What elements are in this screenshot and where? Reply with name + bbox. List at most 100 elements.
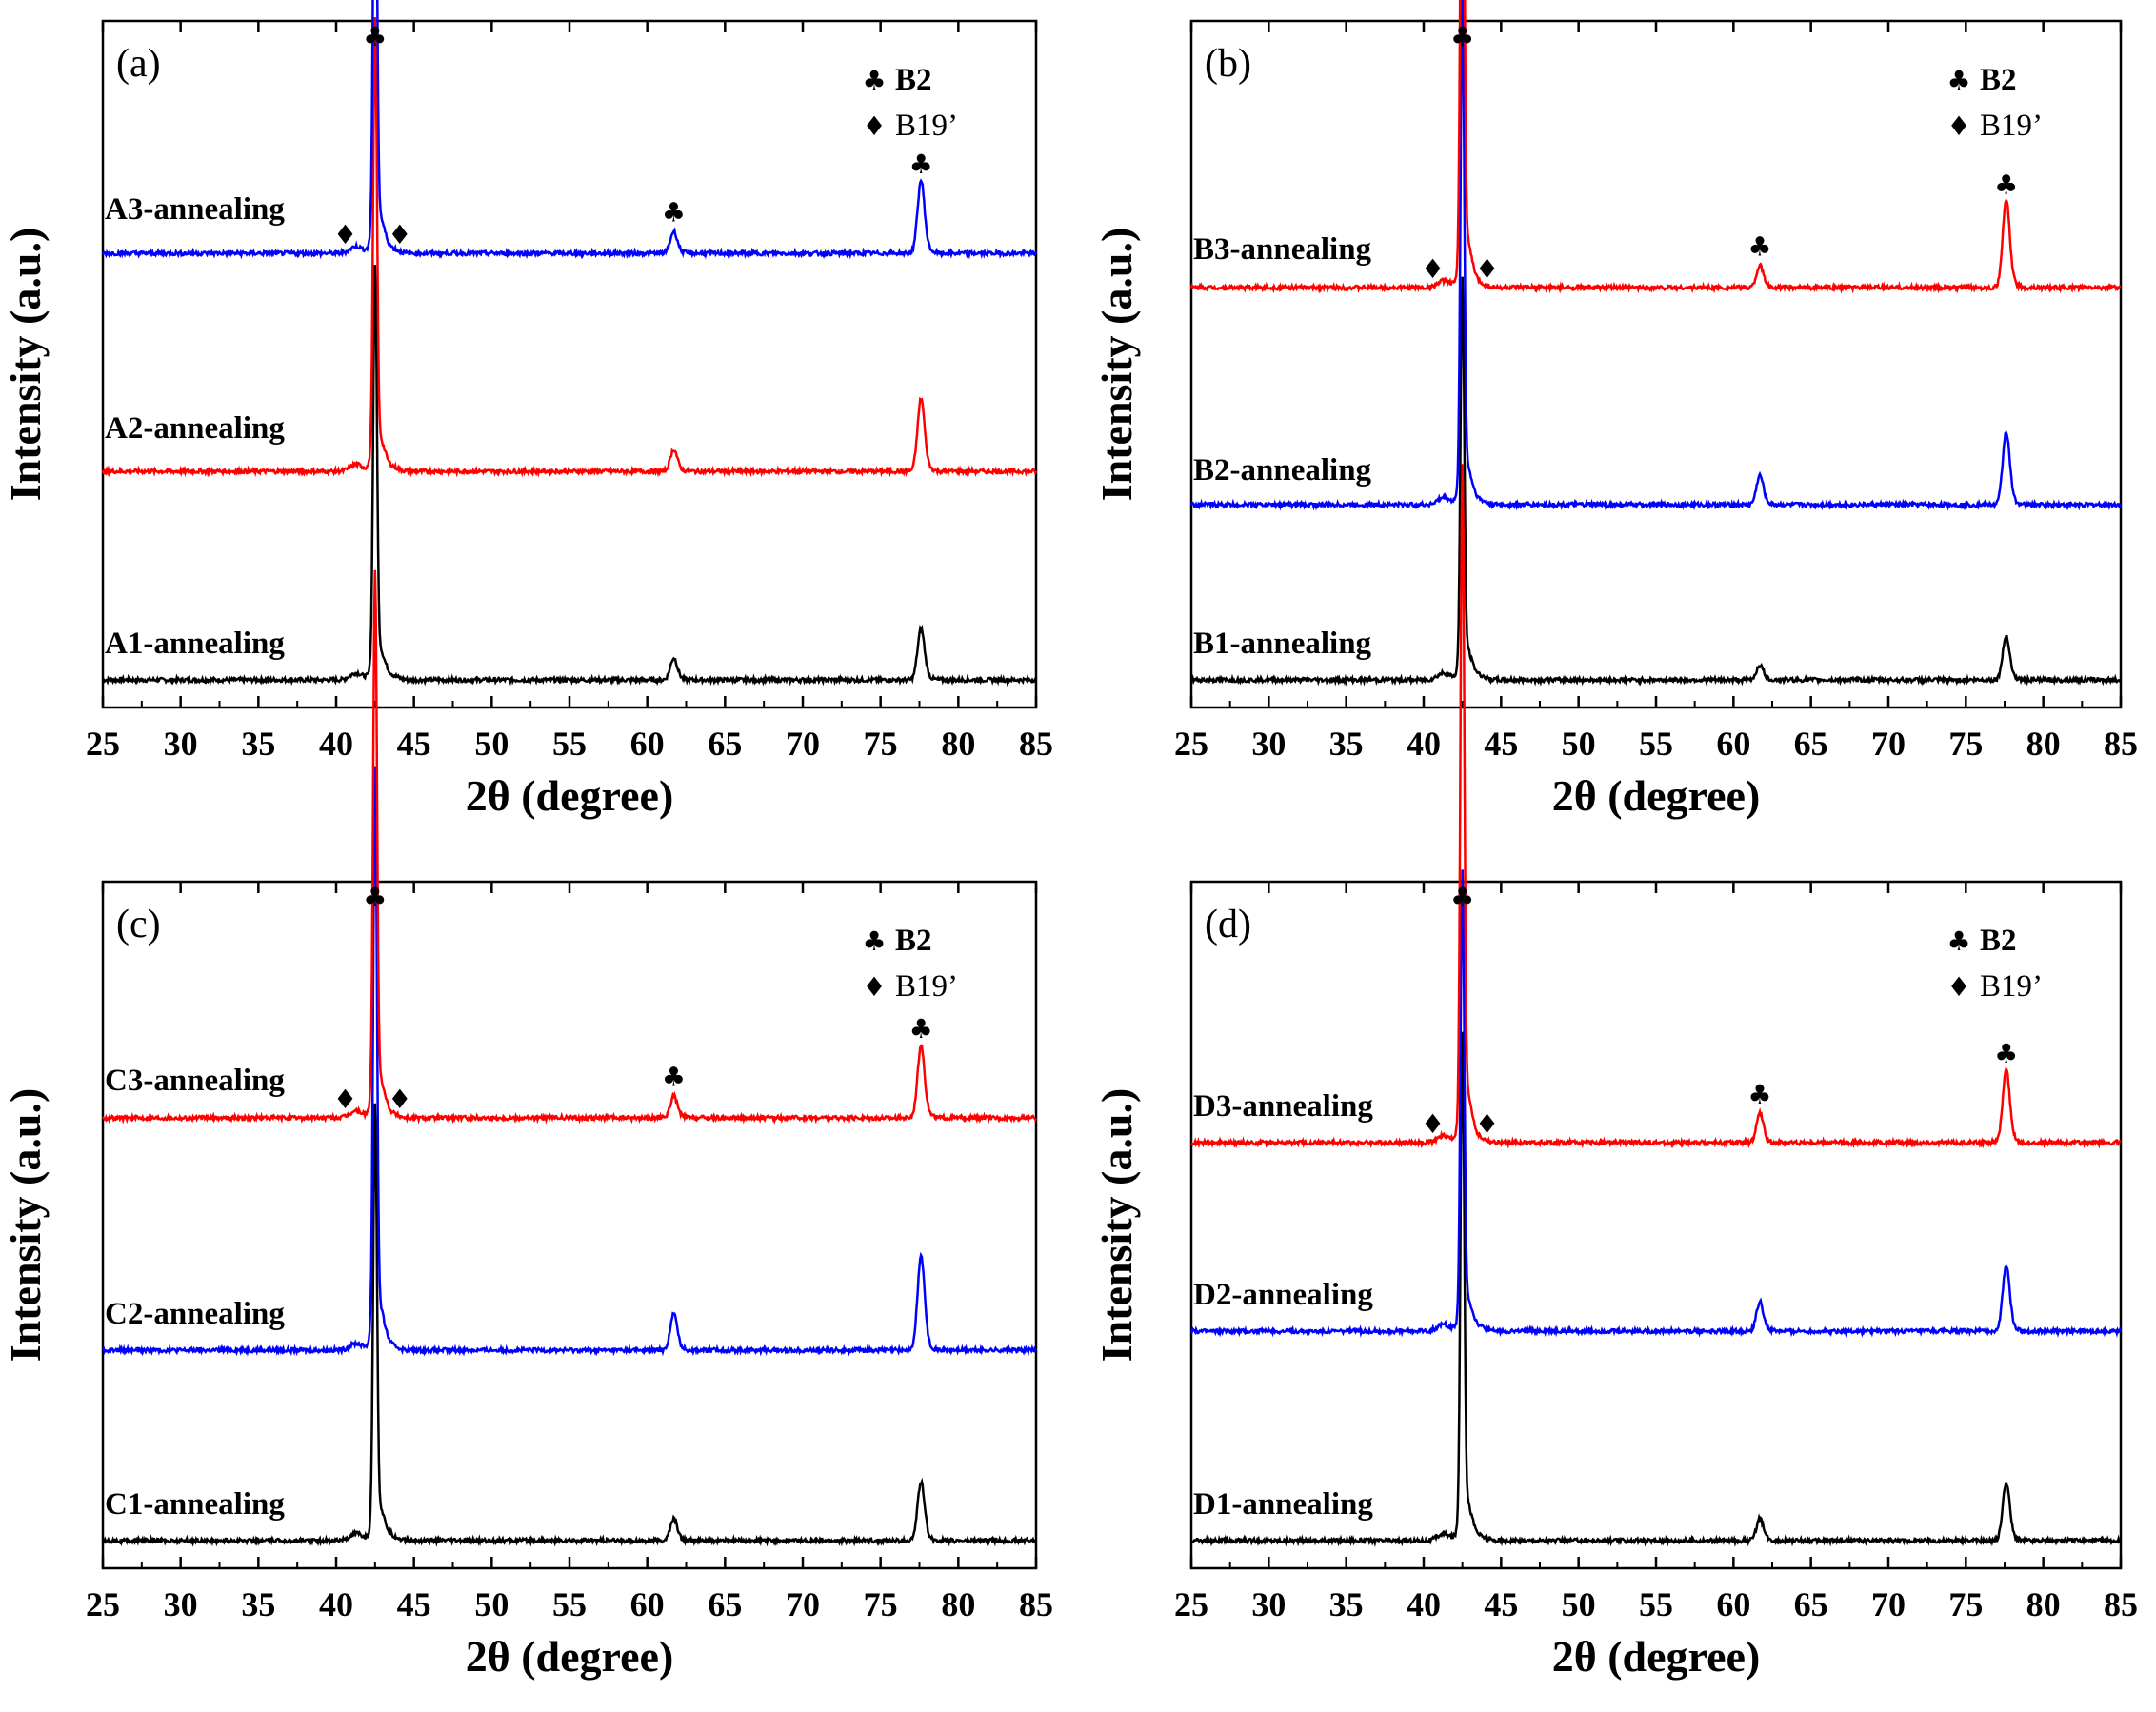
series-line-c2-annealing — [101, 766, 1038, 1357]
series-label-b2-annealing: B2-annealing — [1193, 453, 1372, 488]
x-tick-label: 65 — [708, 725, 742, 763]
series-label-c3-annealing: C3-annealing — [105, 1064, 285, 1098]
chart-panel-d: 25 30 35 40 45 50 55 60 65 70 75 80 85 2θ (degree) Int… — [1092, 464, 2138, 1681]
legend-b2-symbol: ♣ — [1946, 926, 1970, 957]
series-line-a1-annealing — [102, 265, 1037, 687]
b19-peak-marker: ♦ — [1475, 253, 1499, 285]
b19-peak-marker: ♦ — [1475, 1108, 1499, 1140]
x-tick-label: 70 — [786, 1585, 820, 1623]
x-tick-label: 35 — [1329, 725, 1364, 763]
series-label-a3-annealing: A3-annealing — [105, 192, 285, 227]
legend-b2-label: B2 — [1980, 924, 2017, 958]
x-axis-label: 2θ (degree) — [466, 1632, 674, 1681]
b19-peak-marker: ♦ — [388, 1084, 411, 1115]
x-tick-label: 85 — [2104, 725, 2138, 763]
y-axis-label: Intensity (a.u.) — [1, 228, 50, 502]
b2-peak-marker: ♣ — [1994, 169, 2018, 200]
b19-peak-marker: ♦ — [333, 219, 357, 250]
series-label-d1-annealing: D1-annealing — [1193, 1487, 1373, 1522]
x-tick-label: 25 — [86, 725, 120, 763]
b2-peak-marker: ♣ — [363, 21, 387, 52]
b2-peak-marker: ♣ — [1450, 21, 1474, 52]
y-axis-label: Intensity (a.u.) — [1, 1088, 50, 1363]
x-tick-label: 30 — [164, 725, 198, 763]
x-tick-label: 85 — [2104, 1585, 2138, 1623]
x-tick-label: 30 — [164, 1585, 198, 1623]
b2-peak-marker: ♣ — [1747, 230, 1771, 262]
x-tick-label: 55 — [552, 1585, 587, 1623]
x-tick-label: 25 — [1174, 725, 1208, 763]
b19-peak-marker: ♦ — [333, 1084, 357, 1115]
series-line-a3-annealing — [101, 0, 1038, 260]
series-label-c1-annealing: C1-annealing — [105, 1487, 285, 1522]
x-axis-label: 2θ (degree) — [1552, 1632, 1761, 1681]
x-tick-label: 50 — [1562, 1585, 1596, 1623]
series-line-b1-annealing — [1190, 276, 2123, 687]
x-tick-label: 50 — [1562, 725, 1596, 763]
legend-b2-symbol: ♣ — [862, 926, 886, 957]
b2-peak-marker: ♣ — [909, 1013, 933, 1045]
panel-label: (d) — [1205, 903, 1251, 946]
series-label-d3-annealing: D3-annealing — [1193, 1089, 1373, 1124]
x-tick-label: 25 — [86, 1585, 120, 1623]
x-tick-label: 65 — [708, 1585, 742, 1623]
x-tick-label: 40 — [1407, 725, 1441, 763]
x-tick-label: 60 — [630, 725, 665, 763]
x-tick-label: 70 — [786, 725, 820, 763]
x-tick-label: 45 — [397, 725, 431, 763]
legend-b19-symbol: ♦ — [1946, 971, 1970, 1003]
panel-label: (c) — [116, 903, 161, 946]
x-tick-label: 30 — [1251, 725, 1286, 763]
x-tick-label: 75 — [864, 1585, 898, 1623]
x-tick-label: 75 — [1948, 725, 1983, 763]
x-tick-label: 80 — [2026, 725, 2061, 763]
x-tick-label: 80 — [941, 725, 975, 763]
x-tick-label: 40 — [319, 1585, 353, 1623]
chart-panel-c: 25 30 35 40 45 50 55 60 65 70 75 80 85 2θ (degree) Int… — [1, 569, 1053, 1681]
series-line-c1-annealing — [101, 1103, 1038, 1547]
x-tick-label: 75 — [1948, 1585, 1983, 1623]
x-tick-label: 30 — [1251, 1585, 1286, 1623]
x-tick-label: 35 — [241, 1585, 275, 1623]
legend-b19-label: B19’ — [895, 969, 958, 1004]
x-tick-label: 70 — [1871, 1585, 1906, 1623]
x-tick-label: 85 — [1019, 1585, 1053, 1623]
series-label-b3-annealing: B3-annealing — [1193, 232, 1372, 267]
series-line-d2-annealing — [1189, 869, 2123, 1338]
x-tick-label: 40 — [1407, 1585, 1441, 1623]
x-tick-label: 45 — [1484, 1585, 1518, 1623]
x-tick-label: 80 — [2026, 1585, 2061, 1623]
legend-b19-label: B19’ — [1980, 969, 2043, 1004]
x-tick-label: 55 — [552, 725, 587, 763]
series-label-c2-annealing: C2-annealing — [105, 1297, 285, 1331]
b2-peak-marker: ♣ — [1994, 1038, 2018, 1069]
b2-peak-marker: ♣ — [1747, 1079, 1771, 1110]
x-tick-label: 70 — [1871, 725, 1906, 763]
series-line-d1-annealing — [1189, 1031, 2123, 1548]
x-tick-label: 65 — [1794, 725, 1828, 763]
x-tick-label: 50 — [474, 1585, 509, 1623]
x-tick-label: 45 — [397, 1585, 431, 1623]
x-tick-label: 65 — [1794, 1585, 1828, 1623]
x-tick-label: 55 — [1639, 725, 1673, 763]
chart-panel-b: 25 30 35 40 45 50 55 60 65 70 75 80 85 2θ (degree) Int… — [1092, 0, 2138, 820]
legend-b19-label: B19’ — [895, 109, 958, 143]
series-label-b1-annealing: B1-annealing — [1193, 627, 1372, 661]
chart-panel-a: 25 30 35 40 45 50 55 60 65 70 75 80 85 2θ (degree) Int… — [1, 0, 1053, 820]
x-axis-label: 2θ (degree) — [1552, 771, 1761, 820]
legend-b2-label: B2 — [895, 924, 932, 958]
series-line-d3-annealing — [1190, 464, 2122, 1149]
x-tick-label: 40 — [319, 725, 353, 763]
series-label-a2-annealing: A2-annealing — [105, 411, 285, 446]
series-line-b3-annealing — [1189, 0, 2122, 294]
x-tick-label: 60 — [630, 1585, 665, 1623]
legend-b2-symbol: ♣ — [862, 65, 886, 96]
legend-b19-symbol: ♦ — [1946, 110, 1970, 142]
x-tick-label: 85 — [1019, 725, 1053, 763]
legend-b19-symbol: ♦ — [862, 110, 886, 142]
x-tick-label: 25 — [1174, 1585, 1208, 1623]
y-axis-label: Intensity (a.u.) — [1092, 228, 1141, 502]
b2-peak-marker: ♣ — [363, 882, 387, 913]
x-tick-label: 55 — [1639, 1585, 1673, 1623]
